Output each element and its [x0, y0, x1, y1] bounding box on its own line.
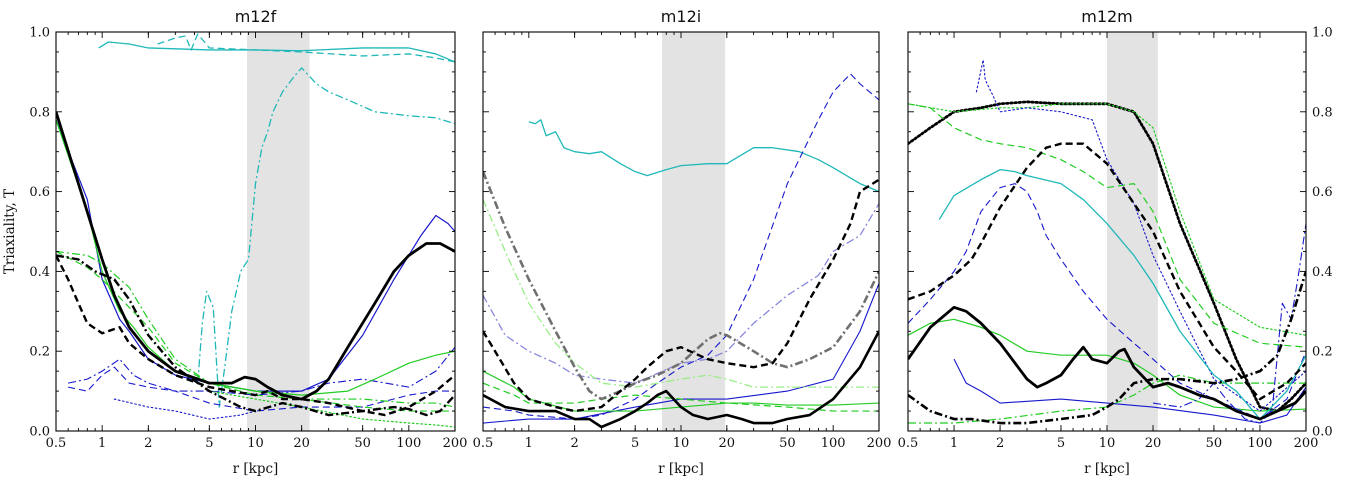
x-tick-label: 2 — [570, 436, 578, 451]
y-tick-label: 0.8 — [1312, 105, 1333, 120]
y-tick-label: 0.6 — [1312, 185, 1333, 200]
y-tick-label: 1.0 — [1312, 26, 1333, 41]
x-tick-label: 20 — [1145, 436, 1162, 451]
y-tick-label: 0.6 — [29, 185, 50, 200]
x-tick-label: 10 — [247, 436, 264, 451]
x-tick-label: 5 — [205, 436, 213, 451]
panel-m12m: 0.5 1 2 5 10 20 50 100 2000.00.20.40.60.81.0m12m… — [898, 7, 1333, 477]
x-tick-label: 2 — [144, 436, 152, 451]
x-tick-label: 50 — [1206, 436, 1223, 451]
y-tick-label: 0.2 — [29, 345, 50, 360]
shaded-band — [662, 32, 725, 431]
panel-title: m12f — [235, 7, 277, 26]
y-tick-label: 0.4 — [1312, 265, 1333, 280]
x-tick-label: 20 — [293, 436, 310, 451]
y-tick-label: 0.2 — [1312, 345, 1333, 360]
x-tick-label: 20 — [719, 436, 736, 451]
y-tick-label: 1.0 — [29, 26, 50, 41]
shaded-band — [247, 32, 310, 431]
x-axis-label: r [kpc] — [1084, 461, 1130, 477]
y-tick-label: 0.8 — [29, 105, 50, 120]
panel-title: m12i — [661, 7, 701, 26]
panel-m12f: 0.5 1 2 5 10 20 50 100 2000.00.20.40.60.81.0m12f… — [2, 7, 467, 477]
series-line — [198, 68, 455, 407]
series-line — [209, 391, 455, 427]
x-tick-label: 50 — [779, 436, 796, 451]
x-tick-label: 100 — [1248, 436, 1273, 451]
panel-m12i: 0.5 1 2 5 10 20 50 100 200 m12i r [kpc] — [473, 7, 892, 477]
y-tick-label: 0.0 — [1312, 425, 1333, 440]
x-tick-label: 2 — [996, 436, 1004, 451]
x-tick-label: 10 — [1099, 436, 1116, 451]
x-tick-label: 50 — [354, 436, 371, 451]
x-tick-label: 0.5 — [898, 436, 919, 451]
x-axis-label: r [kpc] — [658, 461, 704, 477]
y-axis-label: Triaxiality, T — [2, 189, 18, 274]
x-tick-label: 5 — [631, 436, 639, 451]
series-line — [114, 399, 255, 419]
x-tick-label: 200 — [867, 436, 892, 451]
x-tick-label: 1 — [98, 436, 106, 451]
x-tick-label: 10 — [673, 436, 690, 451]
x-axis-label: r [kpc] — [233, 461, 279, 477]
x-tick-label: 100 — [821, 436, 846, 451]
x-tick-label: 200 — [443, 436, 468, 451]
x-tick-label: 5 — [1057, 436, 1065, 451]
x-tick-label: 1 — [525, 436, 533, 451]
x-tick-label: 1 — [950, 436, 958, 451]
x-tick-label: 0.5 — [473, 436, 494, 451]
x-tick-label: 100 — [396, 436, 421, 451]
y-tick-label: 0.0 — [29, 425, 50, 440]
shaded-band — [1107, 32, 1158, 431]
panel-title: m12m — [1081, 7, 1133, 26]
y-tick-label: 0.4 — [29, 265, 50, 280]
